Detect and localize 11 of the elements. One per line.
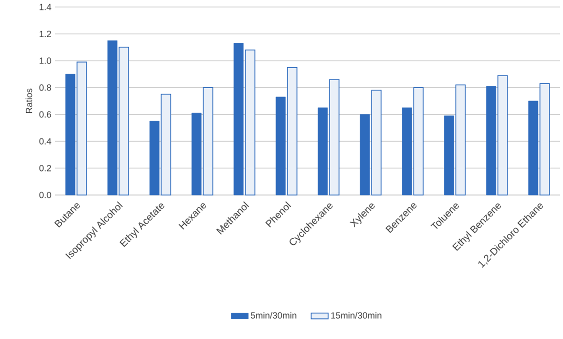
y-tick-label: 0.2 [39,164,52,172]
y-tick-label: 1.2 [40,30,52,37]
y-tick-label: 1.0 [40,58,52,64]
y-tick-label: 0.6 [39,111,52,118]
y-tick-label: 1.4 [40,4,52,10]
y-tick-label: 0.4 [39,138,52,144]
y-axis-title: Ratios [26,88,32,113]
legend-label: 15min/30min [331,312,382,319]
y-tick-label: 0.8 [39,84,52,91]
legend-label: 5min/30min [250,312,296,319]
y-tick-label: 0.0 [39,192,52,198]
